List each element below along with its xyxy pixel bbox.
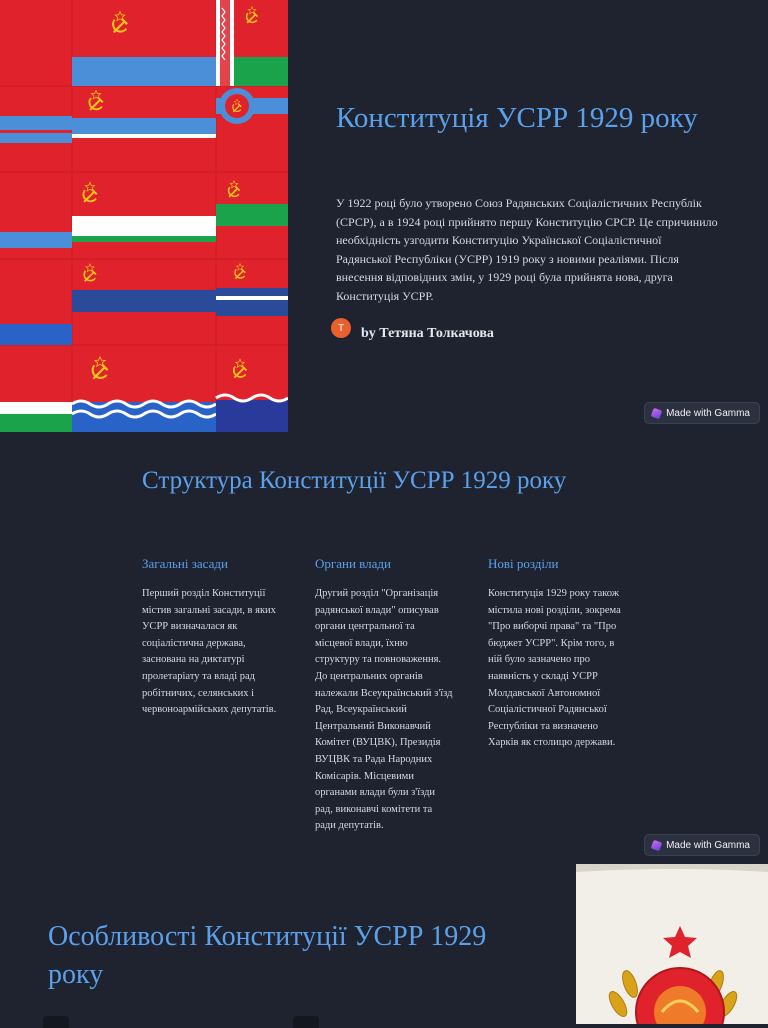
column-text: Другий розділ "Організація радянської вл… — [315, 588, 453, 832]
title-slide: Конституція УСРР 1929 року У 1922 році б… — [0, 0, 768, 432]
column-heading: Нові розділи — [488, 556, 559, 571]
author-byline[interactable]: Т by Тетяна Толкачова — [331, 314, 494, 342]
column-authorities: Органи влади Другий розділ "Організація … — [315, 556, 453, 835]
section-title: Особливості Конституції УСРР 1929 року — [48, 921, 487, 990]
column-text: Конституція 1929 року також містила нові… — [488, 588, 621, 749]
made-with-gamma-label: Made with Gamma — [666, 407, 750, 419]
card-marker — [43, 1016, 69, 1028]
features-slide: Особливості Конституції УСРР 1929 року — [0, 864, 768, 1028]
state-emblem-image — [576, 864, 768, 1024]
author-name: by Тетяна Толкачова — [361, 326, 494, 341]
gamma-logo-icon — [650, 839, 663, 851]
made-with-gamma-badge[interactable]: Made with Gamma — [644, 402, 760, 424]
made-with-gamma-label: Made with Gamma — [666, 839, 750, 851]
card-marker — [293, 1016, 319, 1028]
intro-paragraph: У 1922 році було утворено Союз Радянськи… — [336, 196, 718, 303]
column-text: Перший розділ Конституції містив загальн… — [142, 588, 277, 716]
section-title: Структура Конституції УСРР 1929 року — [142, 467, 567, 494]
column-heading: Органи влади — [315, 556, 391, 571]
avatar[interactable]: Т — [331, 318, 351, 338]
column-general-principles: Загальні засади Перший розділ Конституці… — [142, 556, 280, 719]
column-new-sections: Нові розділи Конституція 1929 року також… — [488, 556, 626, 752]
page-title: Конституція УСРР 1929 року — [336, 102, 698, 134]
structure-slide: Структура Конституції УСРР 1929 року Заг… — [0, 432, 768, 864]
soviet-flags-image — [0, 0, 288, 432]
column-heading: Загальні засади — [142, 556, 228, 571]
made-with-gamma-badge[interactable]: Made with Gamma — [644, 834, 760, 856]
gamma-logo-icon — [650, 407, 663, 419]
